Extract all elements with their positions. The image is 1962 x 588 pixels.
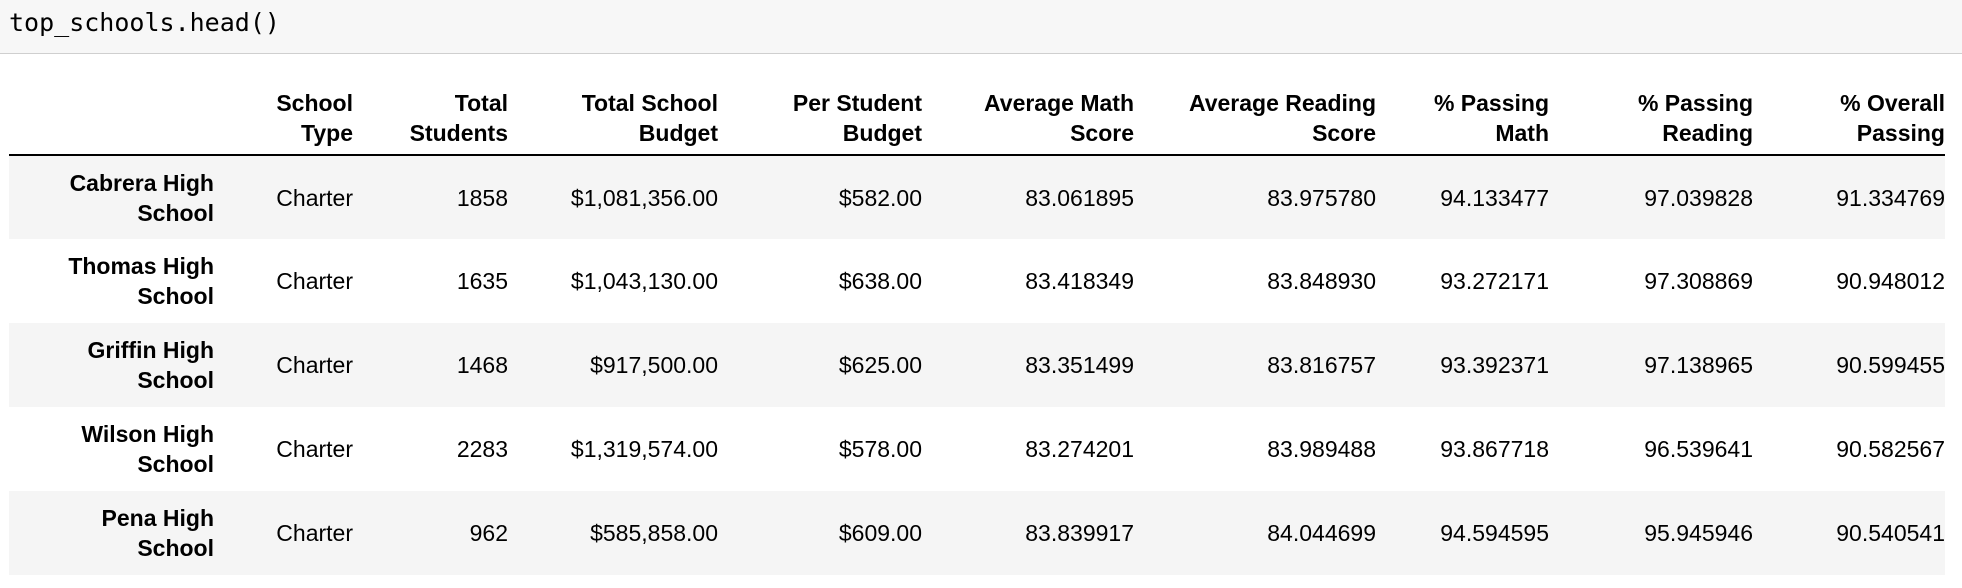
column-header-total-students: Total Students: [353, 76, 508, 156]
dataframe-table: School Type Total Students Total School Bud…: [9, 76, 1945, 575]
column-header-school-type: School Type: [214, 76, 353, 156]
column-header-average-math-score: Average Math Score: [922, 76, 1134, 156]
cell-passing-math: 93.392371: [1440, 352, 1549, 378]
cell-overall-passing: 90.540541: [1836, 520, 1945, 546]
cell-total-students: 2283: [456, 436, 508, 462]
header-row: School Type Total Students Total School Bud…: [9, 76, 1945, 156]
cell-passing-math: 93.272171: [1440, 268, 1549, 294]
index-header: [9, 76, 214, 156]
row-index-label: Cabrera High School: [69, 169, 214, 226]
code-text: top_schools.head(): [9, 8, 280, 37]
table-row: Pena High School Charter 962 $585,858.00 …: [9, 491, 1945, 575]
cell-per-student-budget: $638.00: [838, 268, 922, 294]
cell-passing-reading: 97.138965: [1644, 352, 1753, 378]
column-header-average-reading-score: Average Reading Score: [1134, 76, 1376, 156]
cell-total-school-budget: $1,081,356.00: [570, 184, 718, 211]
cell-average-reading-score: 83.975780: [1267, 184, 1376, 211]
cell-school-type: Charter: [276, 436, 353, 462]
cell-school-type: Charter: [276, 352, 353, 378]
cell-average-math-score: 83.351499: [1025, 352, 1134, 378]
row-index-label: Pena High School: [101, 505, 214, 561]
cell-total-students: 1858: [456, 184, 508, 211]
cell-total-school-budget: $585,858.00: [590, 520, 718, 546]
code-cell-input[interactable]: top_schools.head(): [0, 0, 1962, 54]
cell-passing-math: 94.594595: [1440, 520, 1549, 546]
cell-passing-reading: 97.308869: [1644, 268, 1753, 294]
cell-per-student-budget: $578.00: [838, 436, 922, 462]
cell-overall-passing: 90.582567: [1836, 436, 1945, 462]
cell-school-type: Charter: [276, 268, 353, 294]
cell-passing-reading: 96.539641: [1644, 436, 1753, 462]
cell-average-reading-score: 83.848930: [1267, 268, 1376, 294]
cell-average-math-score: 83.274201: [1025, 436, 1134, 462]
cell-passing-reading: 97.039828: [1644, 184, 1753, 211]
cell-average-reading-score: 83.989488: [1267, 436, 1376, 462]
column-header-per-student-budget: Per Student Budget: [718, 76, 922, 156]
cell-per-student-budget: $582.00: [838, 184, 922, 211]
cell-passing-reading: 95.945946: [1644, 520, 1753, 546]
column-header-total-school-budget: Total School Budget: [508, 76, 718, 156]
table-row: Thomas High School Charter 1635 $1,043,13…: [9, 239, 1945, 323]
row-index-label: Wilson High School: [81, 421, 214, 477]
row-index-label: Griffin High School: [87, 337, 214, 393]
cell-passing-math: 94.133477: [1440, 184, 1549, 211]
cell-school-type: Charter: [276, 184, 353, 211]
cell-per-student-budget: $625.00: [838, 352, 922, 378]
cell-overall-passing: 90.948012: [1836, 268, 1945, 294]
column-header-overall-passing: % Overall Passing: [1753, 76, 1945, 156]
column-header-passing-reading: % Passing Reading: [1549, 76, 1753, 156]
cell-total-students: 962: [469, 520, 508, 546]
table-row: Griffin High School Charter 1468 $917,500…: [9, 323, 1945, 407]
cell-total-students: 1635: [456, 268, 508, 294]
cell-average-reading-score: 84.044699: [1267, 520, 1376, 546]
row-index-label: Thomas High School: [68, 253, 214, 309]
table-row: Wilson High School Charter 2283 $1,319,57…: [9, 407, 1945, 491]
cell-passing-math: 93.867718: [1440, 436, 1549, 462]
cell-overall-passing: 90.599455: [1836, 352, 1945, 378]
cell-school-type: Charter: [276, 520, 353, 546]
cell-average-math-score: 83.418349: [1025, 268, 1134, 294]
cell-per-student-budget: $609.00: [838, 520, 922, 546]
cell-total-students: 1468: [456, 352, 508, 378]
table-header: School Type Total Students Total School Bud…: [9, 76, 1945, 156]
table-row: Cabrera High School Charter 1858 $1,081,3…: [9, 155, 1945, 239]
cell-average-math-score: 83.839917: [1025, 520, 1134, 546]
cell-total-school-budget: $1,319,574.00: [570, 436, 718, 462]
cell-total-school-budget: $917,500.00: [590, 352, 718, 378]
cell-total-school-budget: $1,043,130.00: [570, 268, 718, 294]
table-body: Cabrera High School Charter 1858 $1,081,3…: [9, 155, 1945, 575]
cell-average-reading-score: 83.816757: [1267, 352, 1376, 378]
column-header-passing-math: % Passing Math: [1376, 76, 1549, 156]
cell-overall-passing: 91.334769: [1836, 184, 1945, 211]
cell-output: School Type Total Students Total School Bud…: [0, 54, 1962, 575]
cell-average-math-score: 83.061895: [1025, 184, 1134, 211]
